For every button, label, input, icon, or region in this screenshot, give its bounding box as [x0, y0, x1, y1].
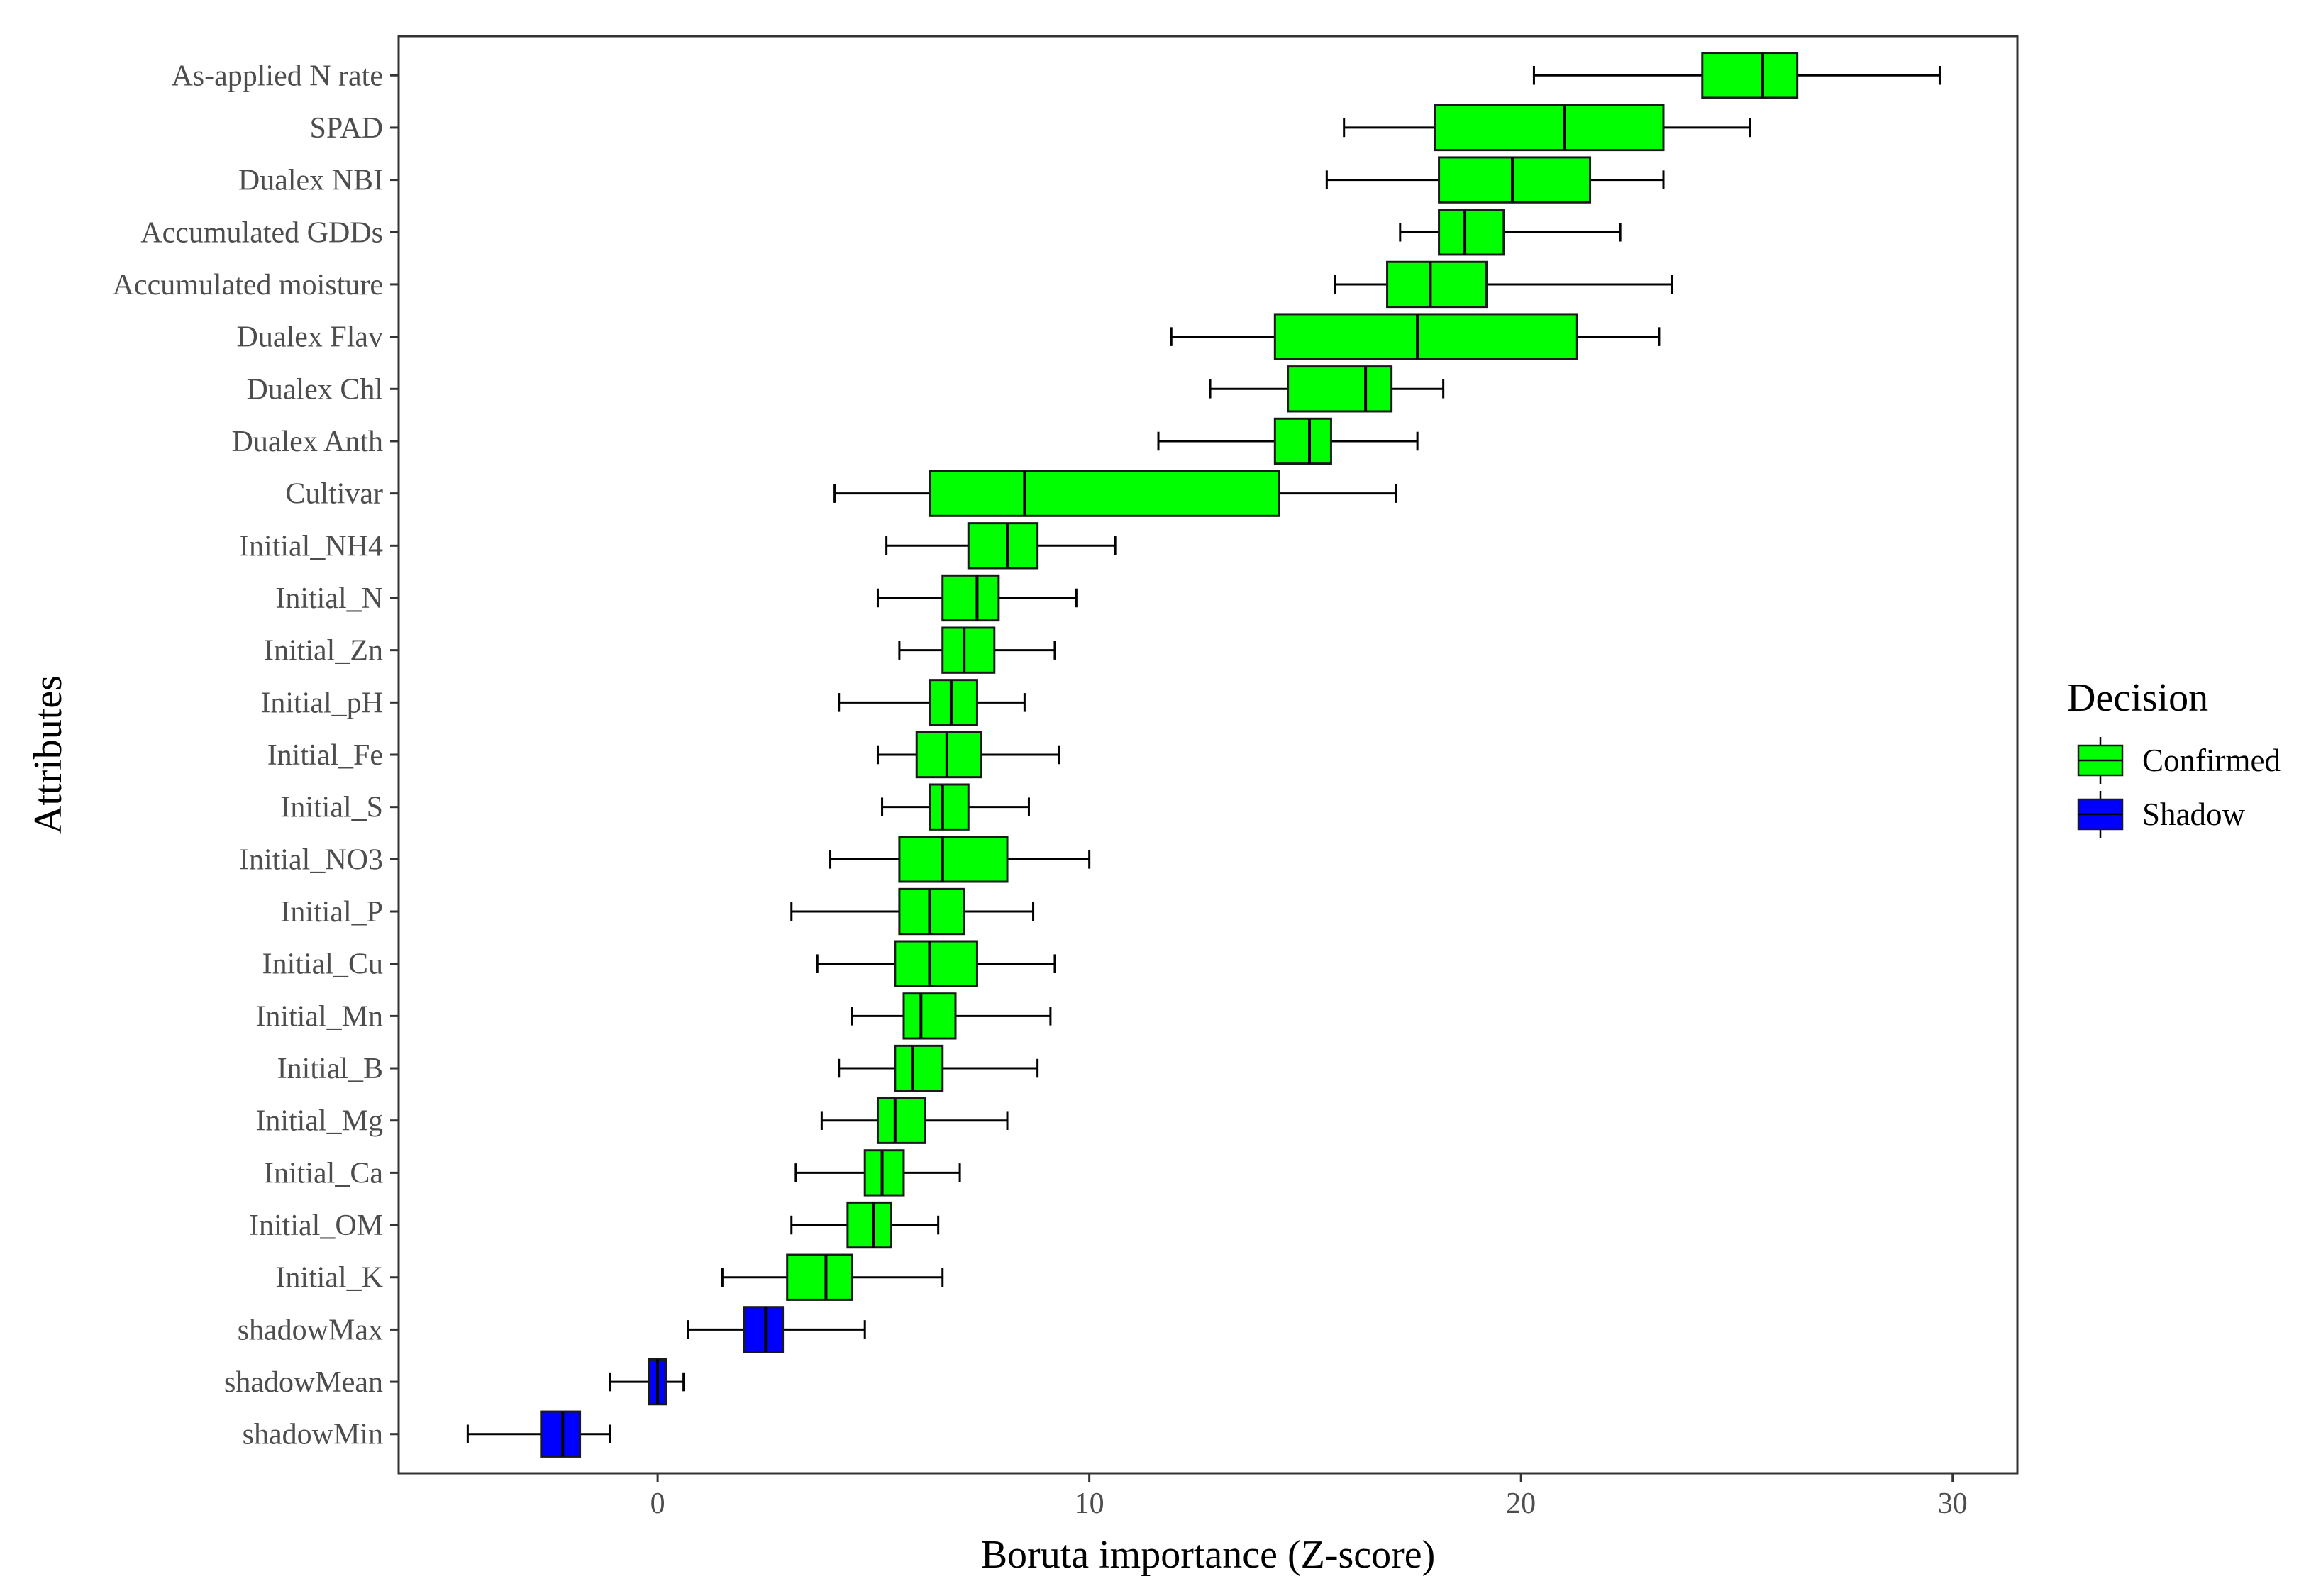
iqr-box [941, 574, 1000, 622]
legend-label: Shadow [2142, 797, 2246, 832]
iqr-box [928, 783, 970, 831]
iqr-box [1433, 104, 1665, 152]
box-confirmed [851, 992, 1052, 1040]
iqr-box [1386, 260, 1488, 309]
box-confirmed [1325, 156, 1665, 204]
iqr-box [894, 1044, 944, 1092]
iqr-box [928, 679, 978, 726]
y-tick-label: Initial_Ca [264, 1157, 383, 1190]
legend-item: Confirmed [2077, 737, 2281, 784]
y-axis-title: Attributes [26, 675, 70, 834]
y-tick-label: Initial_Mn [255, 1000, 383, 1033]
box-confirmed [1532, 52, 1941, 99]
iqr-box [846, 1201, 892, 1249]
x-tick-label: 0 [650, 1487, 665, 1520]
x-tick-label: 30 [1938, 1487, 1968, 1520]
y-tick-label: Initial_K [275, 1262, 383, 1295]
y-tick-label: Initial_Zn [264, 635, 383, 667]
box-confirmed [833, 470, 1397, 517]
iqr-box [967, 522, 1039, 570]
iqr-box [1273, 313, 1578, 360]
y-tick-label: shadowMin [243, 1419, 383, 1451]
x-axis: 0 10 20 30 [650, 1473, 1968, 1520]
y-tick-label: Dualex Chl [247, 373, 383, 406]
box-confirmed [1157, 417, 1419, 465]
iqr-box [898, 887, 965, 936]
y-tick-label: Initial_pH [260, 687, 383, 719]
box-confirmed [881, 783, 1030, 831]
iqr-box [898, 836, 1009, 883]
box-confirmed [1334, 260, 1673, 309]
box-confirmed [838, 679, 1026, 726]
box-confirmed [1209, 365, 1445, 413]
box-confirmed [794, 1149, 961, 1197]
iqr-box [786, 1253, 853, 1301]
legend-title: Decision [2067, 676, 2208, 720]
iqr-box [1438, 156, 1592, 204]
y-tick-label: Cultivar [285, 478, 383, 511]
box-confirmed [898, 626, 1056, 674]
y-tick-label: Dualex Flav [237, 321, 383, 354]
box-confirmed [829, 836, 1091, 883]
box-confirmed [790, 887, 1035, 936]
iqr-box [894, 940, 978, 987]
y-tick-label: Initial_P [280, 896, 383, 929]
y-tick-label: Accumulated moisture [113, 269, 383, 301]
box-shadow [466, 1410, 611, 1458]
y-tick-label: Initial_NH4 [239, 530, 383, 563]
iqr-box [941, 626, 996, 674]
box-confirmed [790, 1201, 940, 1249]
iqr-box [863, 1149, 905, 1197]
y-tick-label: Initial_Mg [255, 1105, 383, 1138]
box-confirmed [820, 1097, 1009, 1144]
y-tick-label: Initial_OM [249, 1209, 383, 1242]
y-tick-label: shadowMean [224, 1366, 383, 1399]
x-tick-label: 20 [1506, 1487, 1536, 1520]
box-confirmed [838, 1044, 1039, 1092]
legend-label: Confirmed [2142, 743, 2281, 778]
box-confirmed [721, 1253, 944, 1301]
y-tick-label: Initial_N [275, 582, 383, 615]
box-confirmed [876, 574, 1078, 622]
y-tick-label: Initial_Cu [262, 948, 383, 981]
box-confirmed [885, 522, 1117, 570]
x-tick-label: 10 [1075, 1487, 1104, 1520]
y-tick-label: Accumulated GDDs [140, 216, 383, 249]
iqr-box [902, 992, 957, 1040]
box-confirmed [876, 731, 1060, 779]
iqr-box [876, 1097, 926, 1144]
iqr-box [1438, 209, 1505, 256]
iqr-box [1273, 417, 1332, 465]
y-tick-label: As-applied N rate [171, 60, 383, 92]
legend-item: Shadow [2077, 791, 2246, 838]
box-shadow [687, 1306, 866, 1353]
iqr-box [1287, 365, 1393, 413]
y-tick-label: SPAD [309, 112, 383, 145]
x-axis-title: Boruta importance (Z-score) [981, 1533, 1436, 1577]
y-tick-label: shadowMax [238, 1314, 383, 1346]
iqr-box [915, 731, 983, 779]
y-tick-label: Initial_NO3 [239, 843, 383, 876]
y-tick-label: Initial_S [280, 792, 383, 824]
iqr-box [743, 1306, 785, 1353]
legend: Decision Confirmed Shadow [2067, 676, 2281, 838]
y-tick-label: Dualex NBI [238, 165, 383, 197]
box-shadow [609, 1358, 685, 1406]
box-confirmed [816, 940, 1056, 987]
y-axis: As-applied N rate SPAD Dualex NBI Accumulat… [113, 60, 399, 1451]
legend-items: Confirmed Shadow [2077, 737, 2281, 838]
plot-marks [466, 52, 1941, 1458]
iqr-box [1701, 52, 1799, 99]
iqr-box [928, 470, 1280, 517]
iqr-box [540, 1410, 582, 1458]
y-tick-label: Initial_Fe [267, 739, 383, 772]
box-confirmed [1343, 104, 1751, 152]
box-confirmed [1170, 313, 1661, 360]
y-tick-label: Initial_B [277, 1053, 383, 1085]
box-confirmed [1399, 209, 1622, 256]
y-tick-label: Dualex Anth [232, 426, 383, 458]
